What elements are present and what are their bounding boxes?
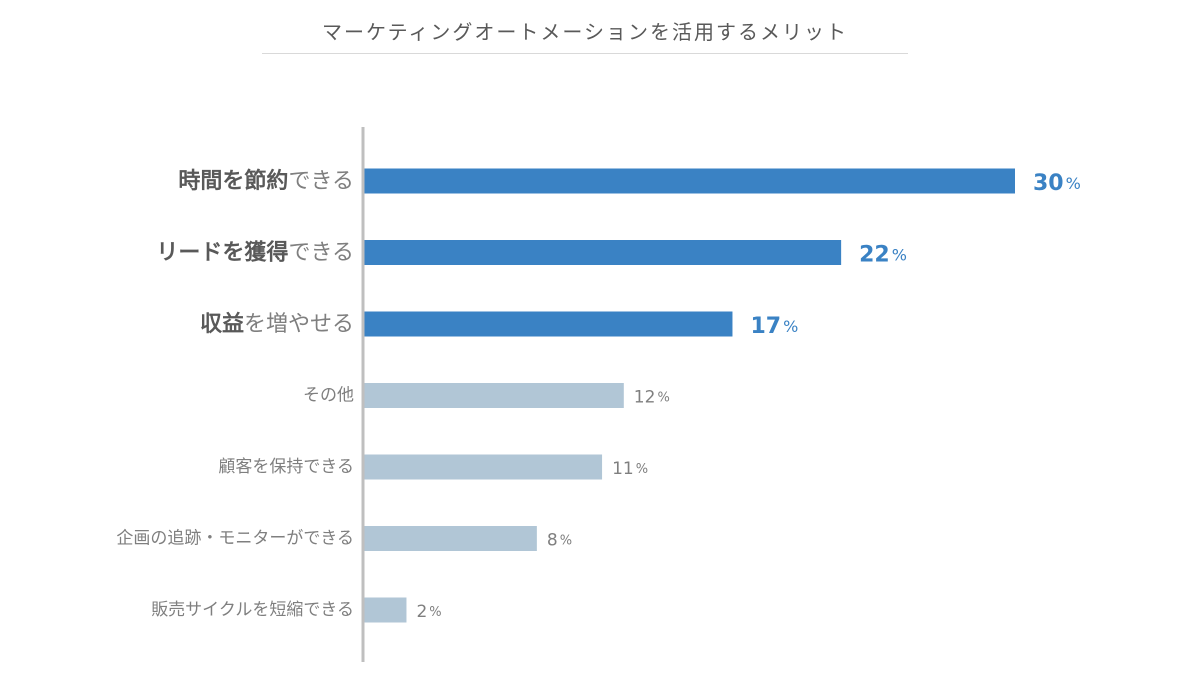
bar-row-7: [363, 597, 407, 623]
category-label-row-4: その他: [303, 386, 354, 406]
bar-row-2: [363, 240, 842, 265]
category-label-emphasis: リードを獲得: [156, 239, 288, 265]
value-label-row-2: 22%: [859, 242, 907, 267]
bar-row-4: [363, 383, 624, 408]
value-unit: %: [429, 605, 441, 620]
category-label-emphasis: 収益: [200, 311, 244, 337]
bar-row-5: [363, 454, 603, 480]
category-label-rest: できる: [288, 240, 354, 265]
category-label-rest: 販売サイクルを短縮できる: [151, 600, 354, 620]
bar-row-6: [363, 526, 537, 551]
value-number: 12: [634, 388, 656, 408]
category-label-rest: 企画の追跡・モニターができる: [116, 529, 354, 549]
value-number: 2: [416, 602, 427, 622]
bar-row-1: [363, 168, 1015, 194]
value-label-row-7: 2%: [416, 602, 441, 622]
category-label-row-6: 企画の追跡・モニターができる: [116, 529, 354, 549]
category-label-row-2: リードを獲得できる: [156, 239, 354, 265]
value-number: 8: [547, 531, 558, 551]
category-label-rest: できる: [288, 169, 354, 194]
value-label-row-5: 11%: [612, 459, 648, 479]
value-label-row-3: 17%: [750, 314, 798, 339]
category-label-rest: その他: [303, 386, 354, 406]
value-label-row-1: 30%: [1033, 171, 1081, 196]
value-number: 30: [1033, 171, 1064, 196]
category-label-rest: を増やせる: [244, 312, 354, 337]
category-label-row-1: 時間を節約できる: [178, 168, 354, 194]
value-unit: %: [560, 533, 572, 548]
value-label-row-6: 8%: [547, 531, 572, 551]
category-label-row-5: 顧客を保持できる: [218, 457, 354, 477]
category-label-row-7: 販売サイクルを短縮できる: [151, 600, 354, 620]
chart-title: マーケティングオートメーションを活用するメリット: [322, 20, 848, 44]
title-underline: [262, 53, 908, 54]
bar-row-3: [363, 311, 733, 337]
category-label-rest: 顧客を保持できる: [218, 457, 354, 477]
value-unit: %: [783, 317, 798, 336]
value-unit: %: [636, 462, 648, 477]
value-number: 11: [612, 459, 634, 479]
value-label-row-4: 12%: [634, 388, 670, 408]
category-label-emphasis: 時間を節約: [178, 168, 288, 194]
category-label-row-3: 収益を増やせる: [200, 311, 354, 337]
value-unit: %: [657, 390, 669, 405]
value-number: 22: [859, 242, 890, 267]
value-unit: %: [892, 245, 907, 264]
value-number: 17: [750, 314, 781, 339]
value-unit: %: [1066, 174, 1081, 193]
